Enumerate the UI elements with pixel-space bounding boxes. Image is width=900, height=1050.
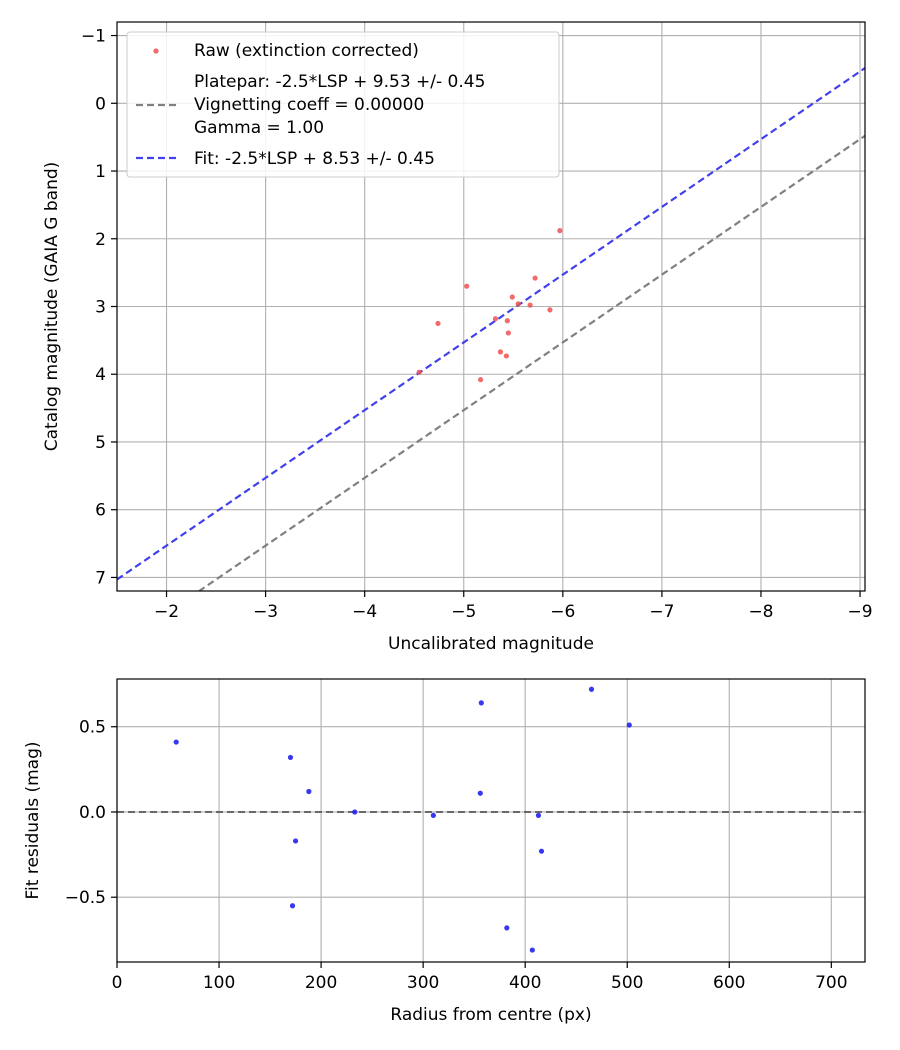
magnitude-plot-y-tick-label: 3	[95, 298, 106, 318]
data-point	[464, 283, 470, 289]
magnitude-plot-x-label: Uncalibrated magnitude	[388, 634, 594, 654]
data-point	[435, 320, 441, 327]
data-point	[477, 377, 484, 383]
residuals-plot-points	[173, 686, 632, 953]
data-point	[509, 294, 515, 300]
residuals-plot-y-label: Fit residuals (mag)	[23, 742, 43, 900]
magnitude-plot: −2 −3 −4 −5 −6 −7 −8 −9 −1 0 1 2 3 4 5 6 7 Uncalibrated…	[42, 21, 873, 654]
residuals-plot-x-tick-label: 100	[203, 973, 235, 993]
residuals-plot-x-tick-label: 600	[713, 973, 745, 993]
data-point	[557, 228, 563, 234]
data-point	[492, 316, 499, 322]
data-point	[477, 790, 483, 796]
magnitude-plot-x-ticks: −2 −3 −4 −5 −6 −7 −8 −9	[154, 591, 873, 622]
data-point	[173, 739, 179, 745]
magnitude-plot-y-tick-label: 6	[95, 501, 106, 521]
magnitude-plot-y-tick-label: −1	[81, 27, 106, 47]
magnitude-plot-y-label: Catalog magnitude (GAIA G band)	[42, 162, 62, 452]
data-point	[535, 812, 542, 818]
data-point	[505, 330, 511, 336]
fit-line	[117, 67, 865, 581]
residuals-plot-x-tick-label: 700	[815, 973, 847, 993]
residuals-plot-y-ticks: −0.5 0.0 0.5	[65, 718, 117, 908]
data-point	[287, 754, 294, 761]
data-point	[547, 307, 553, 313]
residuals-plot-x-tick-label: 500	[611, 973, 643, 993]
magnitude-plot-x-tick-label: −2	[154, 602, 179, 622]
legend-entry-platepar: Platepar: -2.5*LSP + 9.53 +/- 0.45	[194, 72, 485, 92]
data-point	[527, 302, 533, 308]
legend-entry-gamma: Gamma = 1.00	[194, 118, 324, 138]
legend-marker-raw	[153, 48, 159, 54]
magnitude-plot-points	[416, 228, 563, 383]
magnitude-plot-y-tick-label: 1	[95, 162, 106, 182]
legend-entry-fit: Fit: -2.5*LSP + 8.53 +/- 0.45	[194, 149, 435, 169]
platepar-line	[197, 134, 865, 591]
magnitude-plot-x-tick-label: −9	[848, 602, 873, 622]
residuals-plot-x-tick-label: 0	[112, 973, 123, 993]
magnitude-plot-x-tick-label: −4	[352, 602, 377, 622]
data-point	[538, 848, 545, 854]
data-point	[478, 700, 484, 706]
legend: Raw (extinction corrected) Platepar: -2.…	[126, 31, 560, 178]
magnitude-plot-y-tick-label: 5	[95, 433, 106, 453]
data-point	[504, 318, 510, 324]
residuals-plot-x-tick-label: 300	[407, 973, 439, 993]
magnitude-plot-y-ticks: −1 0 1 2 3 4 5 6 7	[81, 27, 117, 588]
residuals-plot-y-tick-label: −0.5	[65, 888, 106, 908]
data-point	[430, 812, 436, 818]
legend-box	[126, 31, 560, 178]
magnitude-plot-x-tick-label: −6	[550, 602, 575, 622]
residuals-plot-y-tick-label: 0.5	[79, 718, 106, 738]
magnitude-plot-x-tick-label: −7	[649, 602, 674, 622]
magnitude-plot-y-tick-label: 4	[95, 365, 106, 385]
data-point	[503, 353, 509, 359]
residuals-plot-x-label: Radius from centre (px)	[390, 1005, 591, 1025]
residuals-plot: 0 100 200 300 400 500 600 700 −0.5 0.0 0.5 Radius…	[23, 678, 866, 1025]
residuals-plot-grid	[116, 679, 865, 962]
data-point	[588, 686, 595, 692]
magnitude-plot-y-tick-label: 7	[95, 568, 106, 588]
data-point	[504, 925, 510, 931]
data-point	[416, 369, 422, 375]
legend-entry-vignetting: Vignetting coeff = 0.00000	[194, 95, 424, 115]
magnitude-plot-x-tick-label: −5	[451, 602, 476, 622]
data-point	[532, 275, 538, 281]
data-point	[292, 838, 299, 844]
residuals-plot-frame	[116, 678, 866, 963]
data-point	[352, 809, 358, 815]
data-point	[306, 788, 312, 795]
data-point	[497, 349, 504, 355]
magnitude-plot-x-tick-label: −8	[748, 602, 773, 622]
residuals-plot-y-tick-label: 0.0	[79, 803, 106, 823]
residuals-plot-x-tick-label: 400	[509, 973, 541, 993]
data-point	[626, 722, 632, 728]
data-point	[515, 301, 521, 307]
legend-entry-raw: Raw (extinction corrected)	[194, 41, 419, 61]
data-point	[529, 947, 535, 953]
magnitude-plot-lines	[117, 67, 865, 591]
data-point	[289, 903, 296, 909]
magnitude-plot-y-tick-label: 2	[95, 230, 106, 250]
magnitude-plot-x-tick-label: −3	[253, 602, 278, 622]
residuals-plot-x-ticks: 0 100 200 300 400 500 600 700	[112, 962, 848, 993]
magnitude-plot-y-tick-label: 0	[95, 94, 106, 114]
residuals-plot-x-tick-label: 200	[305, 973, 337, 993]
